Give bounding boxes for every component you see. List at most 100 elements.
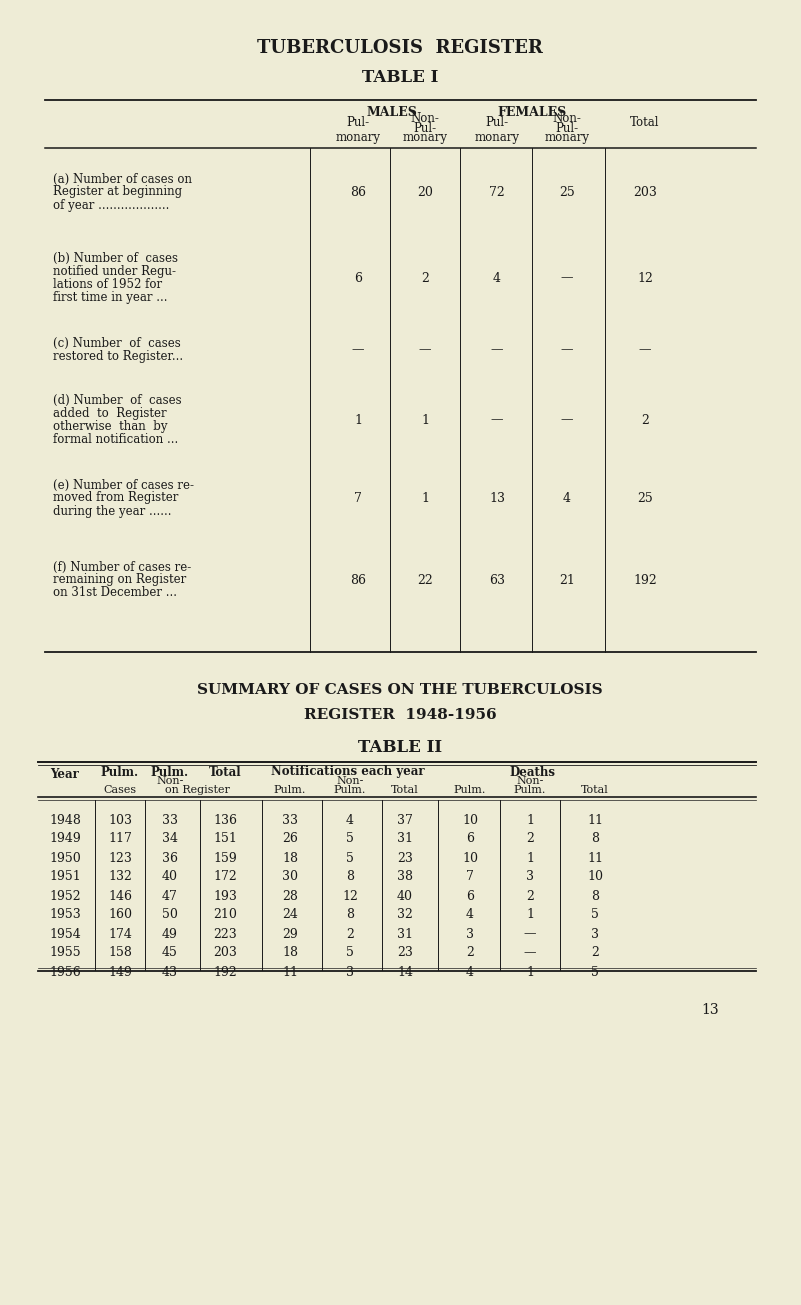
Text: 3: 3 bbox=[526, 870, 534, 883]
Text: Pulm.: Pulm. bbox=[151, 766, 189, 779]
Text: 12: 12 bbox=[637, 271, 653, 284]
Text: 1951: 1951 bbox=[49, 870, 81, 883]
Text: 151: 151 bbox=[213, 833, 237, 846]
Text: Register at beginning: Register at beginning bbox=[53, 185, 182, 198]
Text: —: — bbox=[561, 343, 574, 356]
Text: 25: 25 bbox=[637, 492, 653, 505]
Text: Total: Total bbox=[209, 766, 241, 779]
Text: 1950: 1950 bbox=[49, 851, 81, 864]
Text: first time in year ...: first time in year ... bbox=[53, 291, 167, 304]
Text: MALES: MALES bbox=[366, 107, 417, 120]
Text: 1: 1 bbox=[526, 851, 534, 864]
Text: 3: 3 bbox=[591, 928, 599, 941]
Text: otherwise  than  by: otherwise than by bbox=[53, 420, 167, 433]
Text: 1: 1 bbox=[421, 492, 429, 505]
Text: monary: monary bbox=[336, 132, 380, 145]
Text: 45: 45 bbox=[162, 946, 178, 959]
Text: —: — bbox=[491, 414, 503, 427]
Text: on 31st December ...: on 31st December ... bbox=[53, 586, 177, 599]
Text: Pul-: Pul- bbox=[555, 121, 578, 134]
Text: 2: 2 bbox=[591, 946, 599, 959]
Text: 192: 192 bbox=[213, 966, 237, 979]
Text: restored to Register...: restored to Register... bbox=[53, 350, 183, 363]
Text: 50: 50 bbox=[162, 908, 178, 921]
Text: Notifications each year: Notifications each year bbox=[271, 766, 425, 779]
Text: 8: 8 bbox=[591, 833, 599, 846]
Text: monary: monary bbox=[474, 132, 520, 145]
Text: —: — bbox=[524, 946, 536, 959]
Text: 40: 40 bbox=[397, 890, 413, 903]
Text: Pulm.: Pulm. bbox=[101, 766, 139, 779]
Text: —: — bbox=[638, 343, 651, 356]
Text: 1954: 1954 bbox=[49, 928, 81, 941]
Text: 3: 3 bbox=[466, 928, 474, 941]
Text: 1953: 1953 bbox=[49, 908, 81, 921]
Text: 43: 43 bbox=[162, 966, 178, 979]
Text: monary: monary bbox=[402, 132, 448, 145]
Text: 132: 132 bbox=[108, 870, 132, 883]
Text: SUMMARY OF CASES ON THE TUBERCULOSIS: SUMMARY OF CASES ON THE TUBERCULOSIS bbox=[197, 683, 603, 697]
Text: 1: 1 bbox=[526, 908, 534, 921]
Text: 20: 20 bbox=[417, 185, 433, 198]
Text: 21: 21 bbox=[559, 573, 575, 586]
Text: (f) Number of cases re-: (f) Number of cases re- bbox=[53, 561, 191, 573]
Text: 6: 6 bbox=[466, 833, 474, 846]
Text: 10: 10 bbox=[587, 870, 603, 883]
Text: formal notification ...: formal notification ... bbox=[53, 433, 179, 446]
Text: TABLE II: TABLE II bbox=[358, 739, 442, 756]
Text: 2: 2 bbox=[421, 271, 429, 284]
Text: 7: 7 bbox=[466, 870, 474, 883]
Text: on Register: on Register bbox=[165, 786, 230, 795]
Text: 33: 33 bbox=[282, 813, 298, 826]
Text: 25: 25 bbox=[559, 185, 575, 198]
Text: 72: 72 bbox=[489, 185, 505, 198]
Text: 31: 31 bbox=[397, 833, 413, 846]
Text: 5: 5 bbox=[591, 908, 599, 921]
Text: 2: 2 bbox=[641, 414, 649, 427]
Text: Pulm.: Pulm. bbox=[274, 786, 306, 795]
Text: 1: 1 bbox=[526, 813, 534, 826]
Text: (e) Number of cases re-: (e) Number of cases re- bbox=[53, 479, 194, 492]
Text: Total: Total bbox=[630, 116, 660, 128]
Text: 1: 1 bbox=[526, 966, 534, 979]
Text: 160: 160 bbox=[108, 908, 132, 921]
Text: 14: 14 bbox=[397, 966, 413, 979]
Text: Cases: Cases bbox=[103, 786, 136, 795]
Text: 223: 223 bbox=[213, 928, 237, 941]
Text: 203: 203 bbox=[633, 185, 657, 198]
Text: added  to  Register: added to Register bbox=[53, 407, 167, 420]
Text: 49: 49 bbox=[162, 928, 178, 941]
Text: 117: 117 bbox=[108, 833, 132, 846]
Text: 1956: 1956 bbox=[49, 966, 81, 979]
Text: notified under Regu-: notified under Regu- bbox=[53, 265, 176, 278]
Text: 31: 31 bbox=[397, 928, 413, 941]
Text: 22: 22 bbox=[417, 573, 433, 586]
Text: 26: 26 bbox=[282, 833, 298, 846]
Text: 11: 11 bbox=[587, 813, 603, 826]
Text: Deaths: Deaths bbox=[509, 766, 556, 779]
Text: during the year ......: during the year ...... bbox=[53, 505, 171, 518]
Text: 1952: 1952 bbox=[49, 890, 81, 903]
Text: moved from Register: moved from Register bbox=[53, 492, 179, 505]
Text: 8: 8 bbox=[346, 908, 354, 921]
Text: Pulm.: Pulm. bbox=[513, 786, 546, 795]
Text: 4: 4 bbox=[466, 908, 474, 921]
Text: 12: 12 bbox=[342, 890, 358, 903]
Text: 2: 2 bbox=[526, 890, 534, 903]
Text: 10: 10 bbox=[462, 813, 478, 826]
Text: 1: 1 bbox=[354, 414, 362, 427]
Text: 29: 29 bbox=[282, 928, 298, 941]
Text: 23: 23 bbox=[397, 851, 413, 864]
Text: 34: 34 bbox=[162, 833, 178, 846]
Text: 37: 37 bbox=[397, 813, 413, 826]
Text: 86: 86 bbox=[350, 573, 366, 586]
Text: 4: 4 bbox=[346, 813, 354, 826]
Text: 210: 210 bbox=[213, 908, 237, 921]
Text: 13: 13 bbox=[701, 1004, 718, 1017]
Text: —: — bbox=[491, 343, 503, 356]
Text: 174: 174 bbox=[108, 928, 132, 941]
Text: 1948: 1948 bbox=[49, 813, 81, 826]
Text: 149: 149 bbox=[108, 966, 132, 979]
Text: 7: 7 bbox=[354, 492, 362, 505]
Text: monary: monary bbox=[545, 132, 590, 145]
